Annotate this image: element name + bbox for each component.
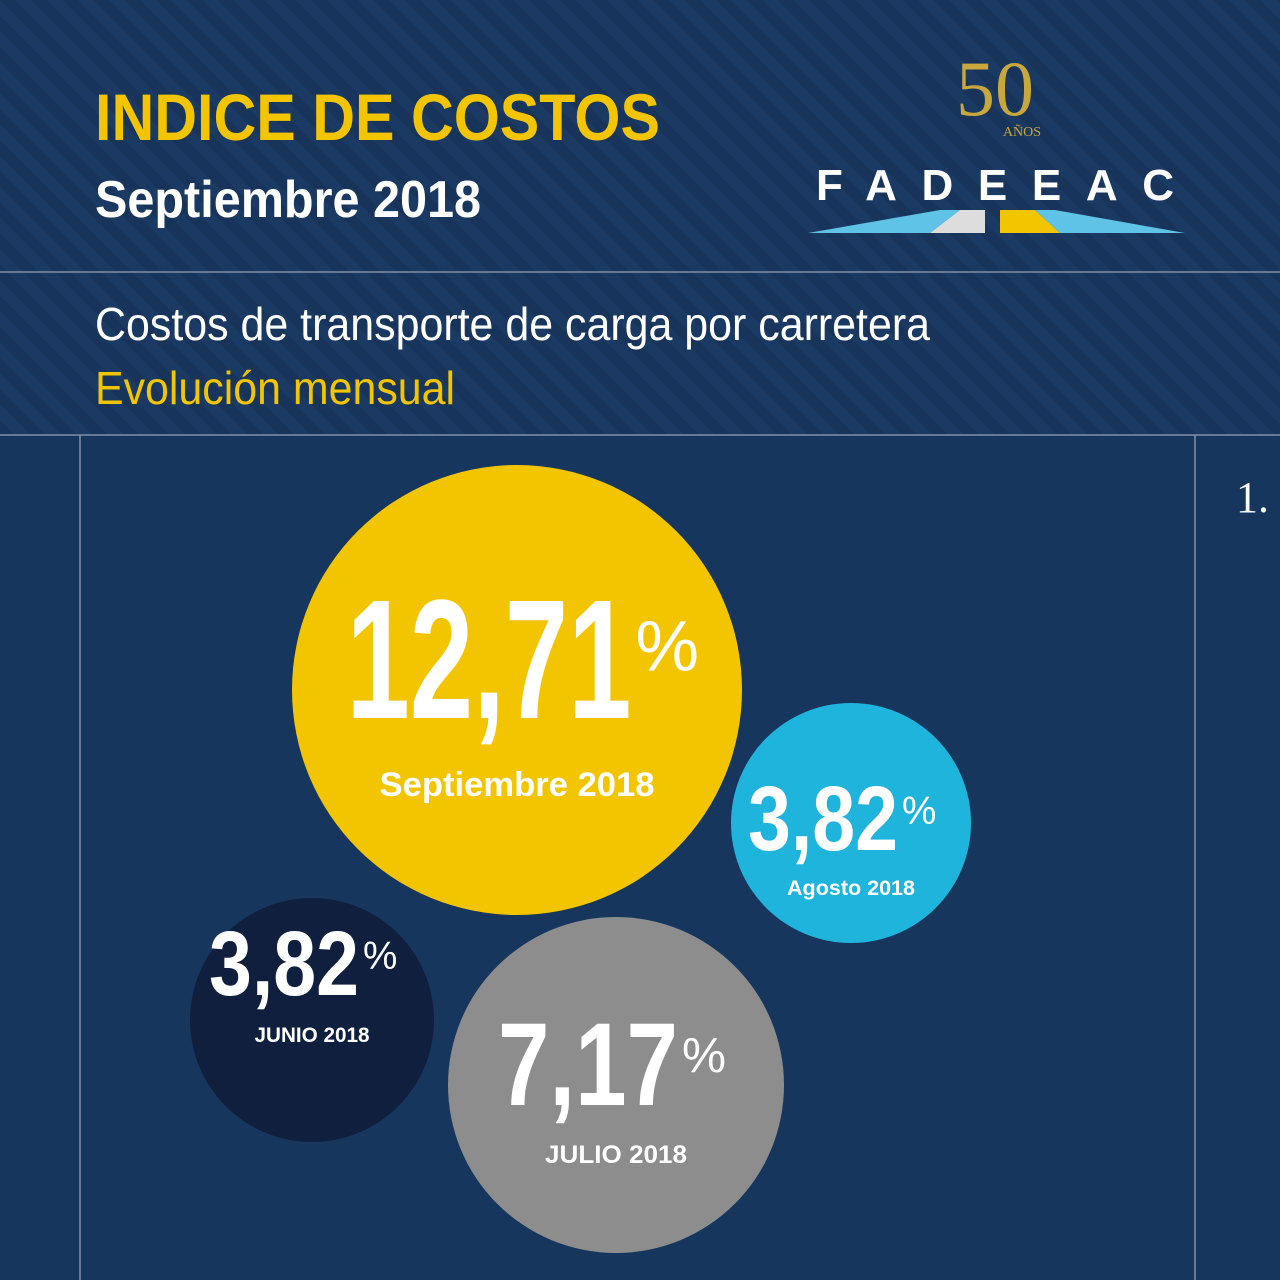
logo-road: [1000, 210, 1060, 233]
side-note: 1.: [1236, 473, 1269, 522]
bubble-value: 3,82: [748, 768, 898, 870]
title: INDICE DE COSTOS: [95, 80, 660, 154]
bubble-label: JUNIO 2018: [255, 1024, 370, 1047]
section-title: Costos de transporte de carga por carret…: [95, 298, 930, 350]
bubble-label: JULIO 2018: [545, 1141, 687, 1169]
logo-road: [808, 210, 960, 233]
bubble-value: 12,71: [347, 565, 632, 755]
bubble-label: Agosto 2018: [787, 877, 915, 900]
logo-number: 50: [956, 45, 1034, 132]
logo-road: [1035, 210, 1185, 233]
bubble-unit: %: [636, 606, 699, 686]
logo-road: [930, 210, 985, 233]
bubble-unit: %: [363, 935, 397, 978]
logo-name: FADEEAC: [816, 161, 1174, 210]
bubble-label: Septiembre 2018: [380, 766, 655, 804]
subtitle: Septiembre 2018: [95, 171, 481, 229]
bubble: [731, 703, 971, 943]
logo-years: AÑOS: [1003, 124, 1041, 140]
bubble-unit: %: [902, 790, 936, 833]
bubble-value: 3,82: [209, 913, 359, 1015]
bubble-value: 7,17: [498, 999, 678, 1131]
bubble: [190, 898, 434, 1142]
bubble: [292, 465, 742, 915]
section-subtitle: Evolución mensual: [95, 362, 455, 414]
bubble: [448, 917, 784, 1253]
bubble-unit: %: [682, 1027, 726, 1083]
